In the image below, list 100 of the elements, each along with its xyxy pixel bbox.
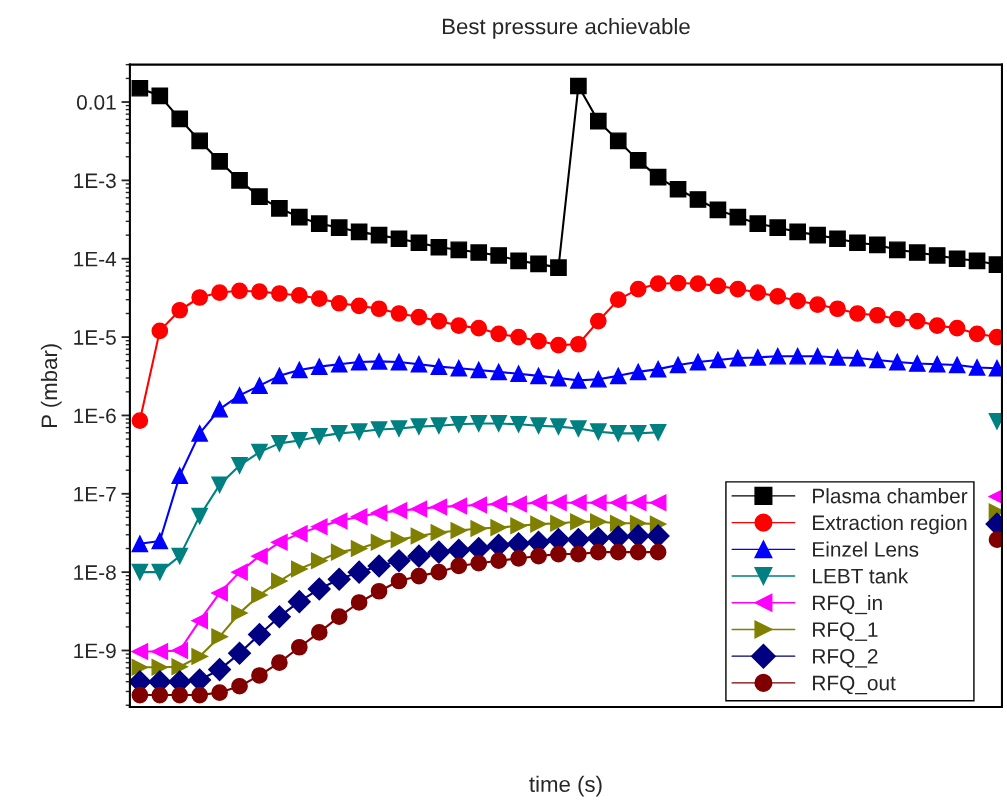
point <box>330 219 348 236</box>
point <box>510 252 527 270</box>
point <box>231 604 248 622</box>
point <box>290 287 308 304</box>
point <box>589 112 607 130</box>
point <box>410 567 428 585</box>
y-tick-label: 1E-9 <box>74 643 116 659</box>
point <box>430 524 448 541</box>
point <box>370 582 388 600</box>
point <box>151 643 169 660</box>
point <box>430 358 448 375</box>
legend-label: Extraction region <box>813 514 967 535</box>
point <box>330 543 348 561</box>
point <box>709 277 727 295</box>
point <box>609 494 627 512</box>
point <box>131 79 149 97</box>
point <box>151 87 169 105</box>
point <box>570 372 587 389</box>
point <box>609 367 627 385</box>
y-tick-label: 1E-3 <box>74 173 116 189</box>
point <box>131 535 149 553</box>
point <box>330 355 348 373</box>
point <box>231 677 248 695</box>
point <box>290 560 308 578</box>
point <box>589 423 607 441</box>
point <box>211 152 228 170</box>
point <box>410 234 428 252</box>
point <box>310 290 328 307</box>
point <box>550 336 567 354</box>
point <box>470 520 488 537</box>
point <box>789 347 806 365</box>
point <box>450 522 468 539</box>
point <box>247 622 271 646</box>
point <box>450 241 468 259</box>
point <box>171 547 189 565</box>
point <box>689 353 707 371</box>
point <box>948 250 966 268</box>
point <box>550 369 567 387</box>
point <box>370 226 388 244</box>
point <box>211 584 228 602</box>
point <box>251 547 268 565</box>
point <box>869 236 886 254</box>
point <box>609 425 627 442</box>
point <box>410 527 428 545</box>
point <box>251 188 268 205</box>
point <box>151 322 169 340</box>
point <box>191 648 209 665</box>
point <box>570 513 587 531</box>
point <box>350 353 368 371</box>
point <box>629 543 647 561</box>
point <box>888 310 906 328</box>
point <box>251 443 268 461</box>
point <box>530 332 547 350</box>
point <box>370 534 388 551</box>
point <box>310 624 328 641</box>
point <box>908 244 926 261</box>
point <box>171 642 189 659</box>
point <box>928 355 946 373</box>
legend-label: LEBT tank <box>813 568 909 584</box>
point <box>589 543 607 561</box>
point <box>530 367 547 385</box>
point <box>410 418 428 435</box>
point <box>589 370 607 388</box>
point <box>131 658 149 676</box>
point <box>570 420 587 437</box>
point <box>410 308 428 326</box>
point <box>211 476 228 494</box>
point <box>390 305 408 322</box>
point <box>669 356 687 374</box>
y-tick-label: 0.01 <box>76 95 116 110</box>
point <box>410 355 428 373</box>
point <box>131 412 149 429</box>
point <box>271 367 288 385</box>
point <box>191 612 209 630</box>
point <box>470 319 488 337</box>
point <box>829 230 846 248</box>
point <box>570 335 587 353</box>
point <box>430 417 448 435</box>
point <box>251 586 268 604</box>
point <box>271 572 288 590</box>
point <box>430 312 448 330</box>
point <box>228 641 252 665</box>
point <box>211 284 228 301</box>
point <box>191 686 209 704</box>
point <box>888 353 906 371</box>
point <box>729 280 747 298</box>
point <box>427 540 451 564</box>
point <box>347 560 371 584</box>
point <box>589 513 607 531</box>
point <box>211 400 228 418</box>
point <box>928 247 946 264</box>
point <box>327 567 351 591</box>
point <box>450 497 468 515</box>
point <box>490 247 507 264</box>
point <box>350 508 368 526</box>
point <box>968 252 986 270</box>
point <box>629 280 647 298</box>
point <box>307 577 331 601</box>
legend-label: Plasma chamber <box>813 488 968 504</box>
point <box>151 658 169 676</box>
